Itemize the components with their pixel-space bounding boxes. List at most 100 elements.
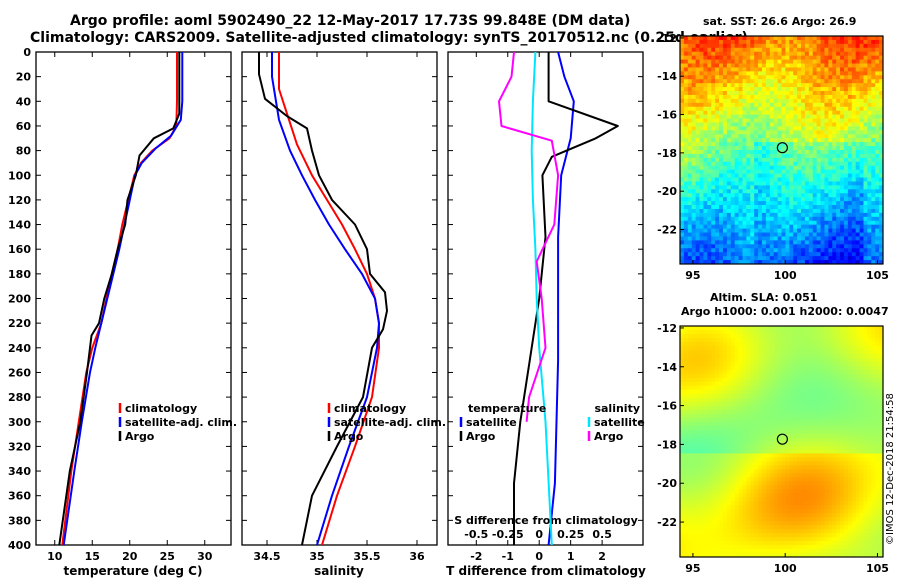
sst-map-cell: [808, 142, 814, 147]
sst-map-cell: [824, 150, 829, 155]
sst-map-cell: [820, 47, 826, 53]
sst-map-cell: [734, 224, 740, 230]
sst-map-cell: [722, 79, 728, 84]
sla-map-cell: [769, 337, 775, 343]
sst-map-cell: [746, 138, 751, 143]
sla-map-cell: [832, 401, 837, 407]
sla-map-cell: [863, 409, 868, 415]
sla-map-cell: [742, 469, 747, 474]
sla-map-cell: [875, 425, 880, 431]
sst-map-cell: [699, 122, 705, 128]
sla-map-cell: [711, 437, 716, 443]
sla-map-cell: [726, 457, 732, 463]
sst-map-cell: [847, 51, 853, 57]
sst-map-cell: [695, 169, 701, 175]
sla-map-cell: [851, 381, 857, 387]
sla-map-cell: [758, 353, 763, 359]
sla-map-cell: [691, 437, 697, 443]
sst-map-cell: [695, 122, 701, 128]
sla-map-cell: [859, 377, 865, 383]
sst-map-cell: [840, 122, 845, 128]
sla-map-cell: [769, 365, 775, 371]
sst-map-cell: [875, 79, 880, 84]
sst-map-cell: [847, 91, 853, 96]
sst-map-cell: [801, 220, 806, 226]
sst-map-cell: [722, 252, 728, 257]
sst-map-cell: [746, 260, 751, 264]
sla-map-cell: [855, 469, 861, 474]
sla-map-cell: [683, 449, 689, 455]
sla-map-cell: [816, 461, 822, 466]
sla-map-cell: [765, 445, 771, 451]
sla-map-cell: [738, 385, 744, 391]
sst-map-cell: [785, 51, 790, 57]
sst-map-cell: [730, 83, 736, 88]
sst-map-cell: [758, 71, 763, 76]
sst-map-cell: [785, 55, 790, 61]
sla-map-cell: [832, 333, 837, 339]
sst-map-cell: [746, 142, 751, 147]
sla-map-cell: [781, 381, 786, 387]
sst-map-cell: [797, 224, 802, 230]
sla-map-cell: [773, 409, 779, 415]
sst-map-cell: [754, 98, 759, 104]
sst-map-cell: [808, 173, 814, 179]
sla-map-cell: [801, 365, 806, 371]
sla-map-cell: [734, 365, 740, 371]
sla-map-cell: [687, 345, 693, 351]
sst-map-cell: [843, 260, 849, 264]
sst-map-cell: [730, 63, 736, 69]
sst-map-cell: [863, 47, 868, 53]
sla-map-cell: [761, 425, 767, 431]
sla-map-cell: [758, 337, 763, 343]
sla-map-cell: [719, 397, 724, 403]
sla-map-cell: [691, 441, 697, 447]
sla-map-cell: [680, 425, 685, 431]
sla-map-cell: [726, 445, 732, 451]
sst-map-cell: [859, 244, 865, 249]
sst-map-cell: [687, 165, 693, 171]
sla-map-cell: [863, 473, 868, 478]
sla-map-cell: [680, 469, 685, 474]
sla-map-cell: [785, 385, 790, 391]
sla-map-cell: [801, 389, 806, 395]
sla-map-cell: [711, 401, 716, 407]
sst-map-cell: [824, 79, 829, 84]
sla-map-cell: [851, 433, 857, 439]
sst-map-cell: [781, 106, 786, 112]
sst-map-cell: [828, 102, 833, 108]
sst-map-cell: [871, 43, 876, 49]
sst-map-cell: [769, 212, 775, 218]
sst-map-cell: [730, 220, 736, 226]
sla-map-cell: [758, 429, 763, 435]
sst-map-cell: [843, 110, 849, 116]
sla-map-cell: [820, 385, 826, 391]
sst-map-cell: [781, 177, 786, 183]
sst-map-cell: [715, 126, 720, 131]
sst-map-cell: [804, 181, 810, 186]
sst-map-cell: [734, 165, 740, 171]
sst-map-cell: [738, 197, 744, 202]
sst-map-cell: [875, 216, 880, 222]
sla-map-cell: [711, 409, 716, 415]
sst-map-cell: [695, 138, 701, 143]
sst-map-cell: [781, 193, 786, 198]
sla-map-cell: [695, 326, 701, 331]
sla-map-cell: [695, 441, 701, 447]
sst-map-cell: [824, 161, 829, 167]
sst-map-cell: [730, 51, 736, 57]
sst-map-cell: [875, 193, 880, 198]
sla-map-cell: [820, 337, 826, 343]
sla-map-cell: [847, 457, 853, 463]
sst-map-cell: [726, 185, 732, 190]
sla-map-cell: [816, 369, 822, 375]
sst-map-cell: [863, 173, 868, 179]
sla-map-cell: [773, 405, 779, 411]
sla-map-cell: [703, 357, 708, 363]
sst-map-cell: [707, 94, 712, 100]
sst-map-cell: [816, 39, 822, 45]
sst-map-cell: [785, 59, 790, 65]
sla-map-cell: [746, 461, 751, 466]
sla-map-cell: [754, 369, 759, 375]
sla-map-cell: [726, 465, 732, 470]
